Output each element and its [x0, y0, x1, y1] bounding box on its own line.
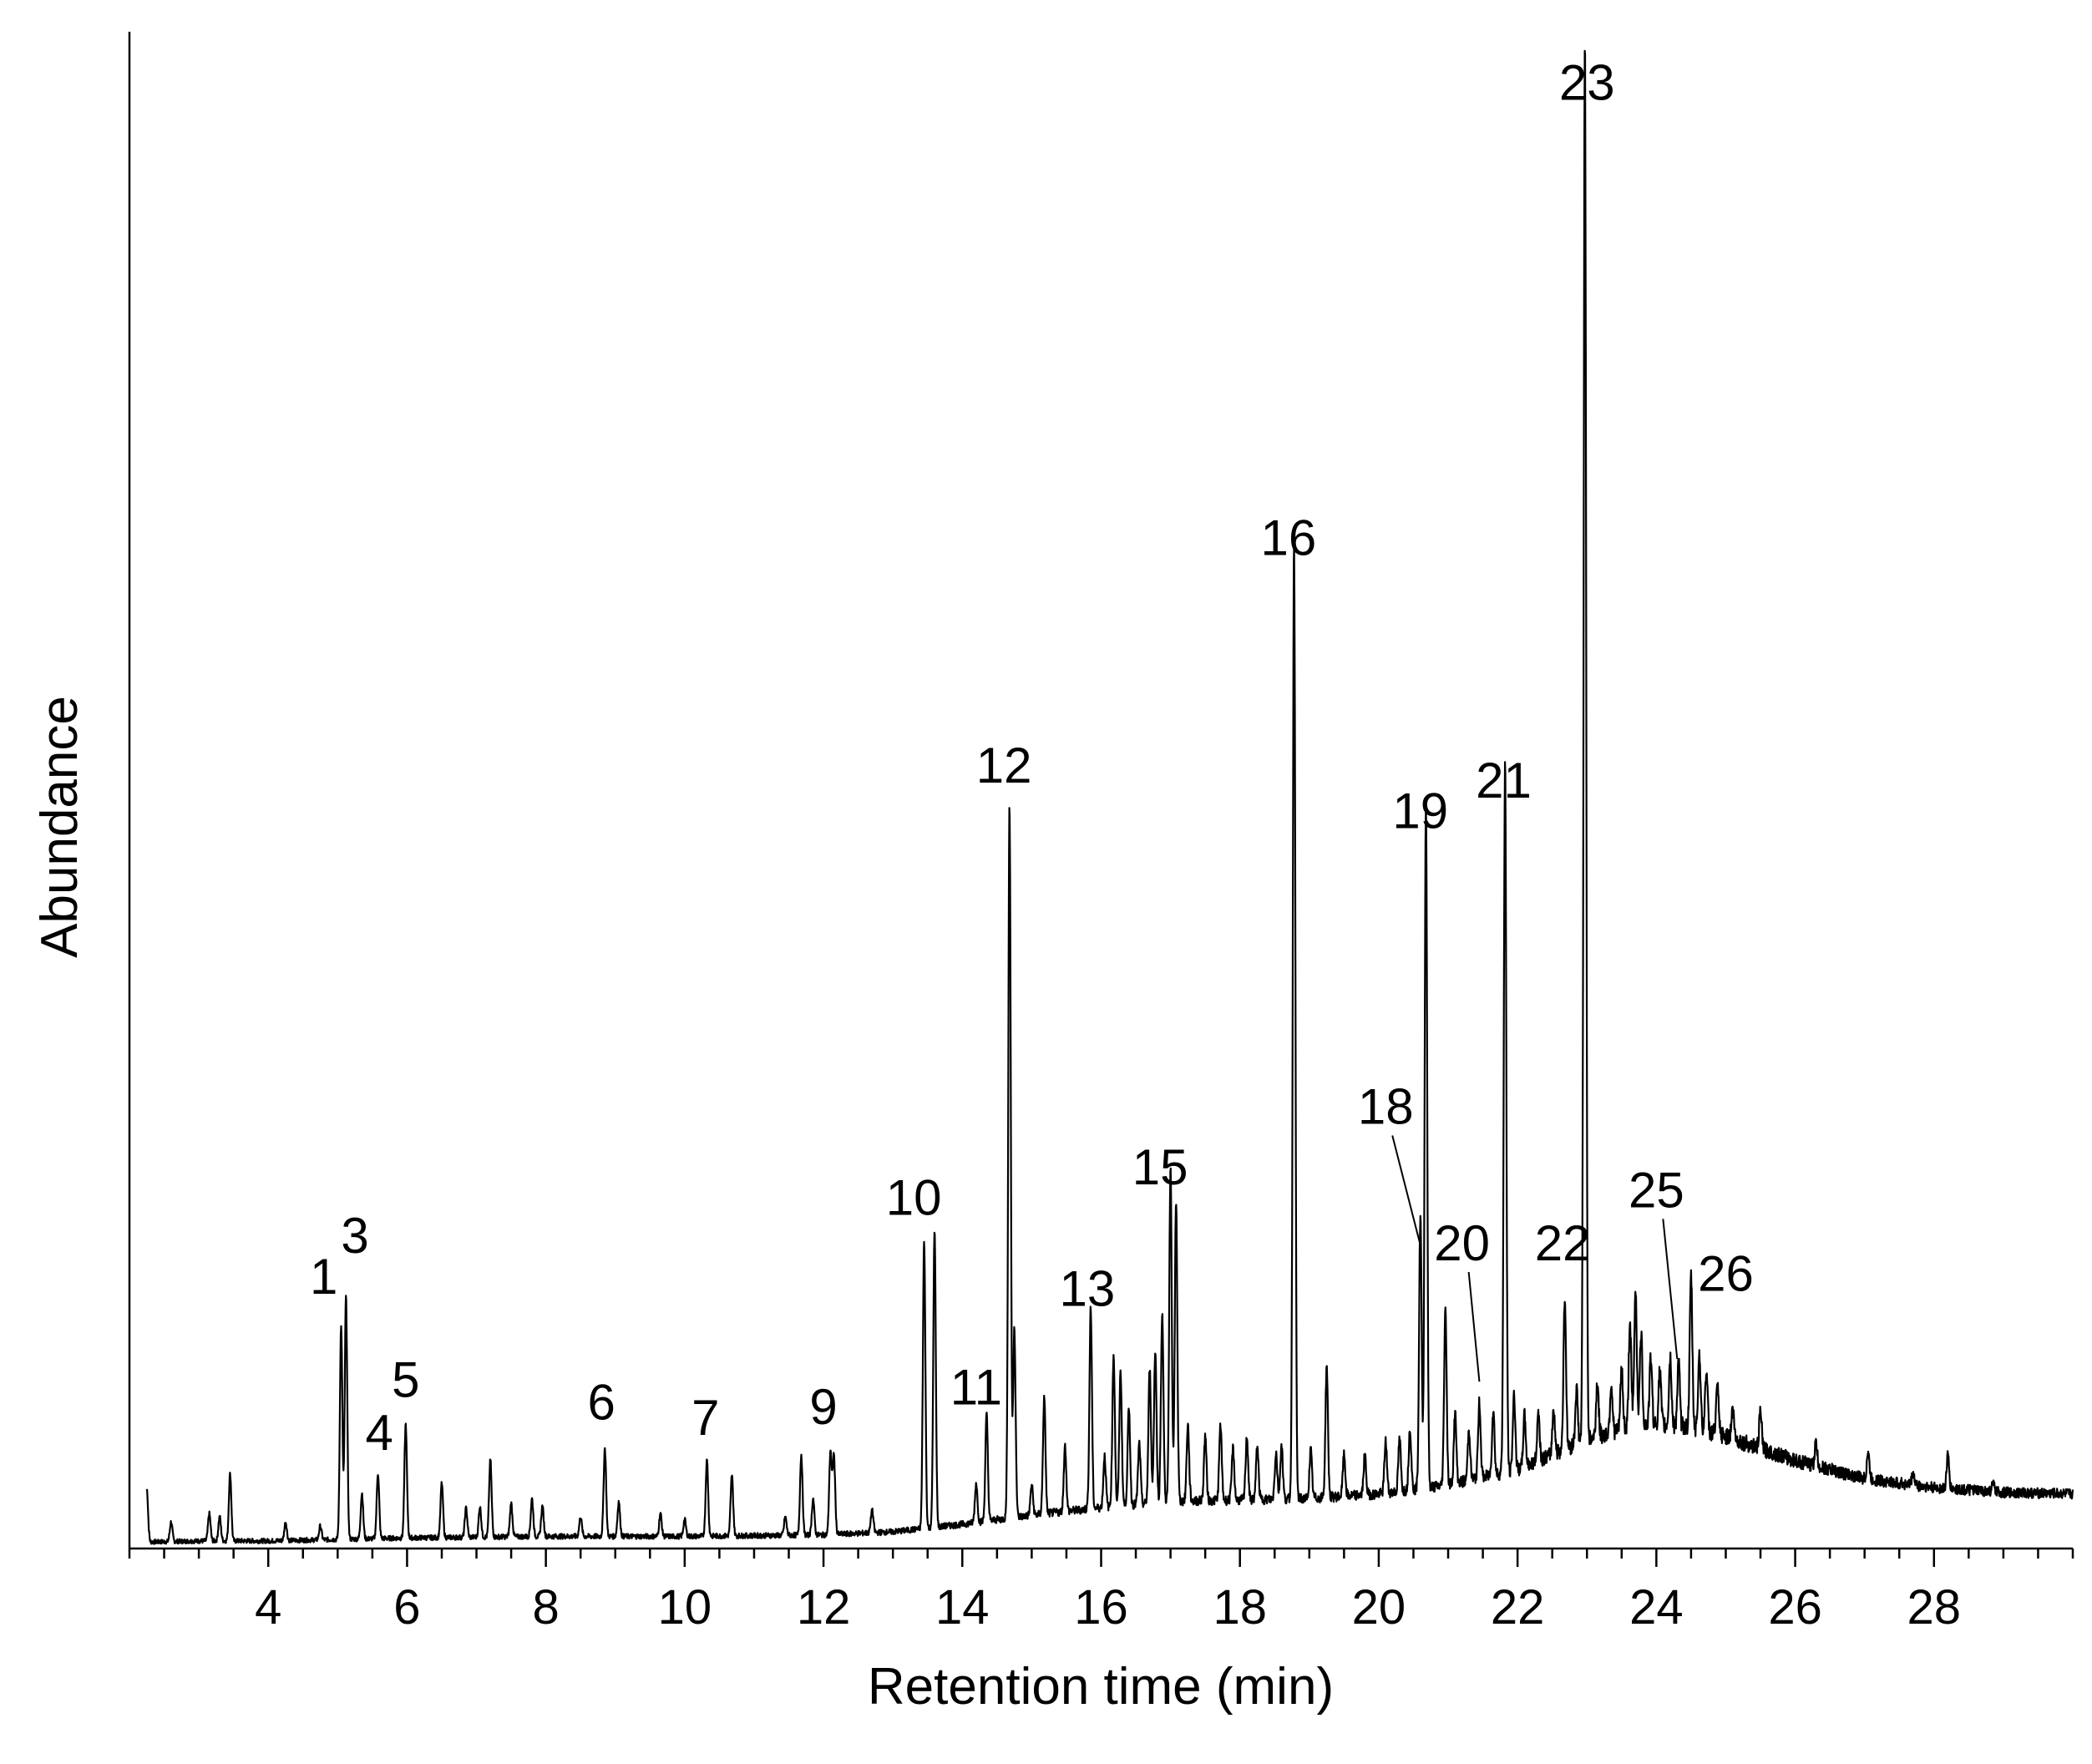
peak-leader-line-18	[1391, 1135, 1421, 1246]
x-tick-label: 18	[1213, 1580, 1267, 1635]
x-axis-ticks	[128, 1549, 2074, 1567]
x-tick-label: 12	[797, 1580, 851, 1635]
x-tick-label: 24	[1629, 1580, 1684, 1635]
peak-label-13: 13	[1060, 1260, 1116, 1316]
x-axis-title: Retention time (min)	[868, 1658, 1334, 1716]
peak-label-22: 22	[1535, 1215, 1591, 1271]
peak-label-25: 25	[1629, 1162, 1684, 1218]
x-tick-label: 4	[255, 1580, 281, 1635]
chromatogram-trace	[145, 49, 2074, 1545]
peak-leader-line-20	[1467, 1271, 1481, 1382]
peak-label-6: 6	[587, 1375, 615, 1431]
x-tick-label: 14	[935, 1580, 990, 1635]
peak-label-10: 10	[886, 1169, 942, 1225]
peak-label-19: 19	[1392, 783, 1448, 839]
peak-label-18: 18	[1358, 1079, 1414, 1135]
x-tick-label: 22	[1491, 1580, 1545, 1635]
x-tick-label: 20	[1352, 1580, 1406, 1635]
peak-leader-line-25	[1662, 1219, 1679, 1360]
peak-label-15: 15	[1132, 1139, 1188, 1195]
peak-label-23: 23	[1559, 55, 1615, 111]
x-tick-label: 26	[1768, 1580, 1822, 1635]
x-axis-tick-labels: 4 6 8 10 12 14 16 18 20 22 24 26 28	[255, 1580, 1961, 1635]
peak-label-26: 26	[1698, 1245, 1754, 1301]
peak-label-3: 3	[341, 1208, 368, 1264]
x-tick-label: 16	[1074, 1580, 1128, 1635]
x-tick-label: 6	[393, 1580, 420, 1635]
peak-label-16: 16	[1261, 510, 1317, 566]
y-axis-title: Abundance	[31, 696, 89, 958]
peak-label-5: 5	[392, 1351, 419, 1407]
x-tick-label: 8	[533, 1580, 560, 1635]
peak-label-12: 12	[976, 738, 1032, 793]
x-tick-label: 28	[1907, 1580, 1962, 1635]
peak-label-1: 1	[310, 1249, 337, 1305]
peak-label-20: 20	[1434, 1215, 1490, 1271]
peak-label-4: 4	[365, 1405, 393, 1461]
peak-label-11: 11	[950, 1359, 1002, 1415]
peak-label-21: 21	[1476, 753, 1532, 808]
peak-label-7: 7	[691, 1390, 719, 1446]
peak-label-9: 9	[809, 1379, 837, 1435]
x-tick-label: 10	[658, 1580, 712, 1635]
